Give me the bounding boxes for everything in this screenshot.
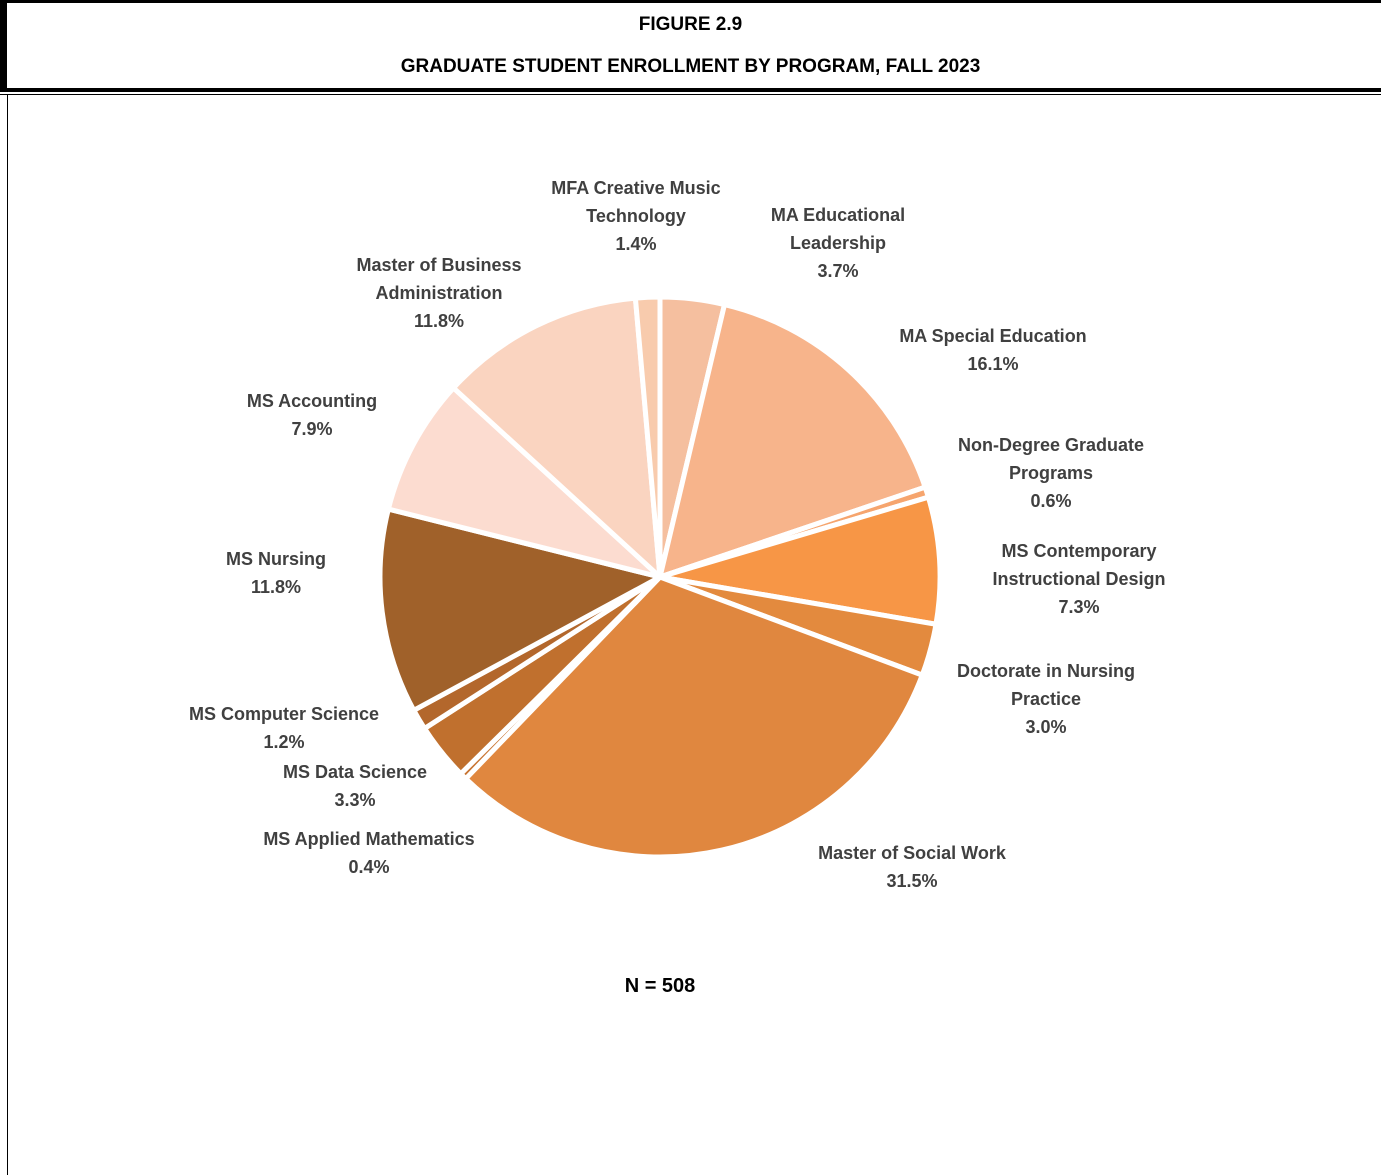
header	[0, 0, 1381, 88]
category-label: MA Special Education	[899, 326, 1087, 346]
slice-label: MS Contemporary Instructional Design 7.3%	[974, 537, 1184, 621]
note: N = 508	[624, 975, 696, 997]
rule	[0, 94, 1381, 95]
chart-frame	[7, 95, 1381, 1175]
slice-label: MS Applied Mathematics 0.4%	[234, 825, 504, 881]
value-label: 11.8%	[250, 577, 302, 597]
slice-label: Non-Degree Graduate Programs 0.6%	[936, 431, 1166, 515]
value-label: 7.9%	[291, 419, 333, 439]
category-label: MS Computer Science	[188, 704, 380, 724]
value-label: 3.0%	[1025, 717, 1067, 737]
slice-label: MS Computer Science 1.2%	[164, 700, 404, 756]
slice-label: MS Data Science 3.3%	[255, 758, 455, 814]
category-label: Doctorate in Nursing Practice	[956, 661, 1135, 709]
slice-label: MS Accounting 7.9%	[227, 387, 397, 443]
rule	[0, 88, 1381, 92]
category-label: Non-Degree Graduate Programs	[957, 435, 1145, 483]
value-label: 0.6%	[1030, 491, 1072, 511]
value-label: 0.4%	[348, 857, 390, 877]
pie-slice	[377, 506, 663, 713]
slice-label: Doctorate in Nursing Practice 3.0%	[936, 657, 1156, 741]
slice-label: Master of Social Work 31.5%	[792, 839, 1032, 895]
category-label: MFA Creative Music Technology	[551, 178, 721, 226]
category-label: MA Educational Leadership	[770, 205, 906, 253]
slice-label: MA Special Education 16.1%	[863, 322, 1123, 378]
value-label: 31.5%	[886, 871, 938, 891]
slice-label: Master of Business Administration 11.8%	[339, 251, 539, 335]
value-label: 1.4%	[615, 234, 657, 254]
category-label: MS Contemporary Instructional Design	[992, 541, 1166, 589]
pie-slice	[657, 494, 943, 627]
slice-label: MFA Creative Music Technology 1.4%	[536, 174, 736, 258]
value-label: 16.1%	[967, 354, 1019, 374]
pie-slice	[463, 574, 925, 860]
value-label: 7.3%	[1058, 597, 1100, 617]
category-label: MS Accounting	[246, 391, 378, 411]
category-label: Master of Business Administration	[356, 255, 522, 303]
category-label: MS Data Science	[282, 762, 428, 782]
slice-label: MS Nursing 11.8%	[201, 545, 351, 601]
category-label: MS Nursing	[225, 549, 326, 569]
value-label: 1.2%	[263, 732, 305, 752]
category-label: MS Applied Mathematics	[263, 829, 475, 849]
category-label: Master of Social Work	[818, 843, 1006, 863]
pie-slice	[632, 294, 663, 580]
pie-slice	[385, 385, 663, 580]
chart-subtitle: GRADUATE STUDENT ENROLLMENT BY PROGRAM, …	[400, 56, 981, 77]
pie-slice	[450, 295, 663, 580]
slice-label: MA Educational Leadership 3.7%	[753, 201, 923, 285]
value-label: 3.7%	[817, 261, 859, 281]
value-label: 3.3%	[334, 790, 376, 810]
value-label: 11.8%	[413, 311, 465, 331]
chart-title: FIGURE 2.9	[638, 14, 743, 35]
